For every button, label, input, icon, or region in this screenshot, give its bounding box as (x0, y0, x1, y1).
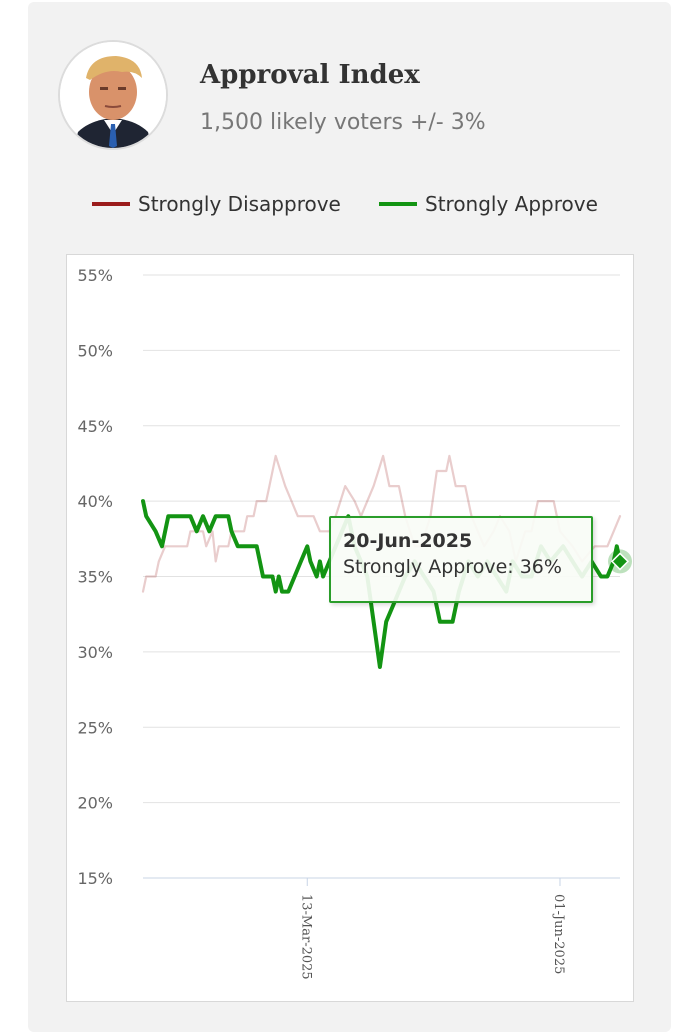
page-subtitle: 1,500 likely voters +/- 3% (200, 110, 486, 135)
legend-swatch-disapprove (92, 202, 130, 206)
y-tick-label: 30% (77, 643, 113, 662)
legend-label: Strongly Disapprove (138, 192, 341, 216)
x-tick-label: 01-Jun-2025 (551, 894, 566, 974)
chart-frame (66, 254, 634, 1002)
legend-item-strongly-disapprove[interactable]: Strongly Disapprove (92, 192, 341, 216)
y-tick-label: 40% (77, 492, 113, 511)
highlight-point[interactable] (610, 552, 630, 571)
chart-legend: Strongly Disapprove Strongly Approve (0, 192, 699, 222)
chart-tooltip: 20-Jun-2025 Strongly Approve: 36% (329, 516, 593, 603)
page-title: Approval Index (200, 60, 420, 90)
legend-swatch-approve (379, 202, 417, 206)
x-tick-label: 13-Mar-2025 (298, 894, 313, 980)
y-tick-label: 50% (77, 341, 113, 360)
y-tick-label: 35% (77, 568, 113, 587)
y-tick-label: 15% (77, 869, 113, 888)
avatar (58, 40, 168, 150)
y-tick-label: 55% (77, 266, 113, 285)
y-tick-label: 25% (77, 718, 113, 737)
y-tick-label: 45% (77, 417, 113, 436)
y-tick-label: 20% (77, 794, 113, 813)
legend-item-strongly-approve[interactable]: Strongly Approve (379, 192, 598, 216)
legend-label: Strongly Approve (425, 192, 598, 216)
tooltip-value: Strongly Approve: 36% (343, 556, 562, 578)
person-portrait-icon (60, 42, 166, 148)
tooltip-date: 20-Jun-2025 (343, 530, 473, 552)
